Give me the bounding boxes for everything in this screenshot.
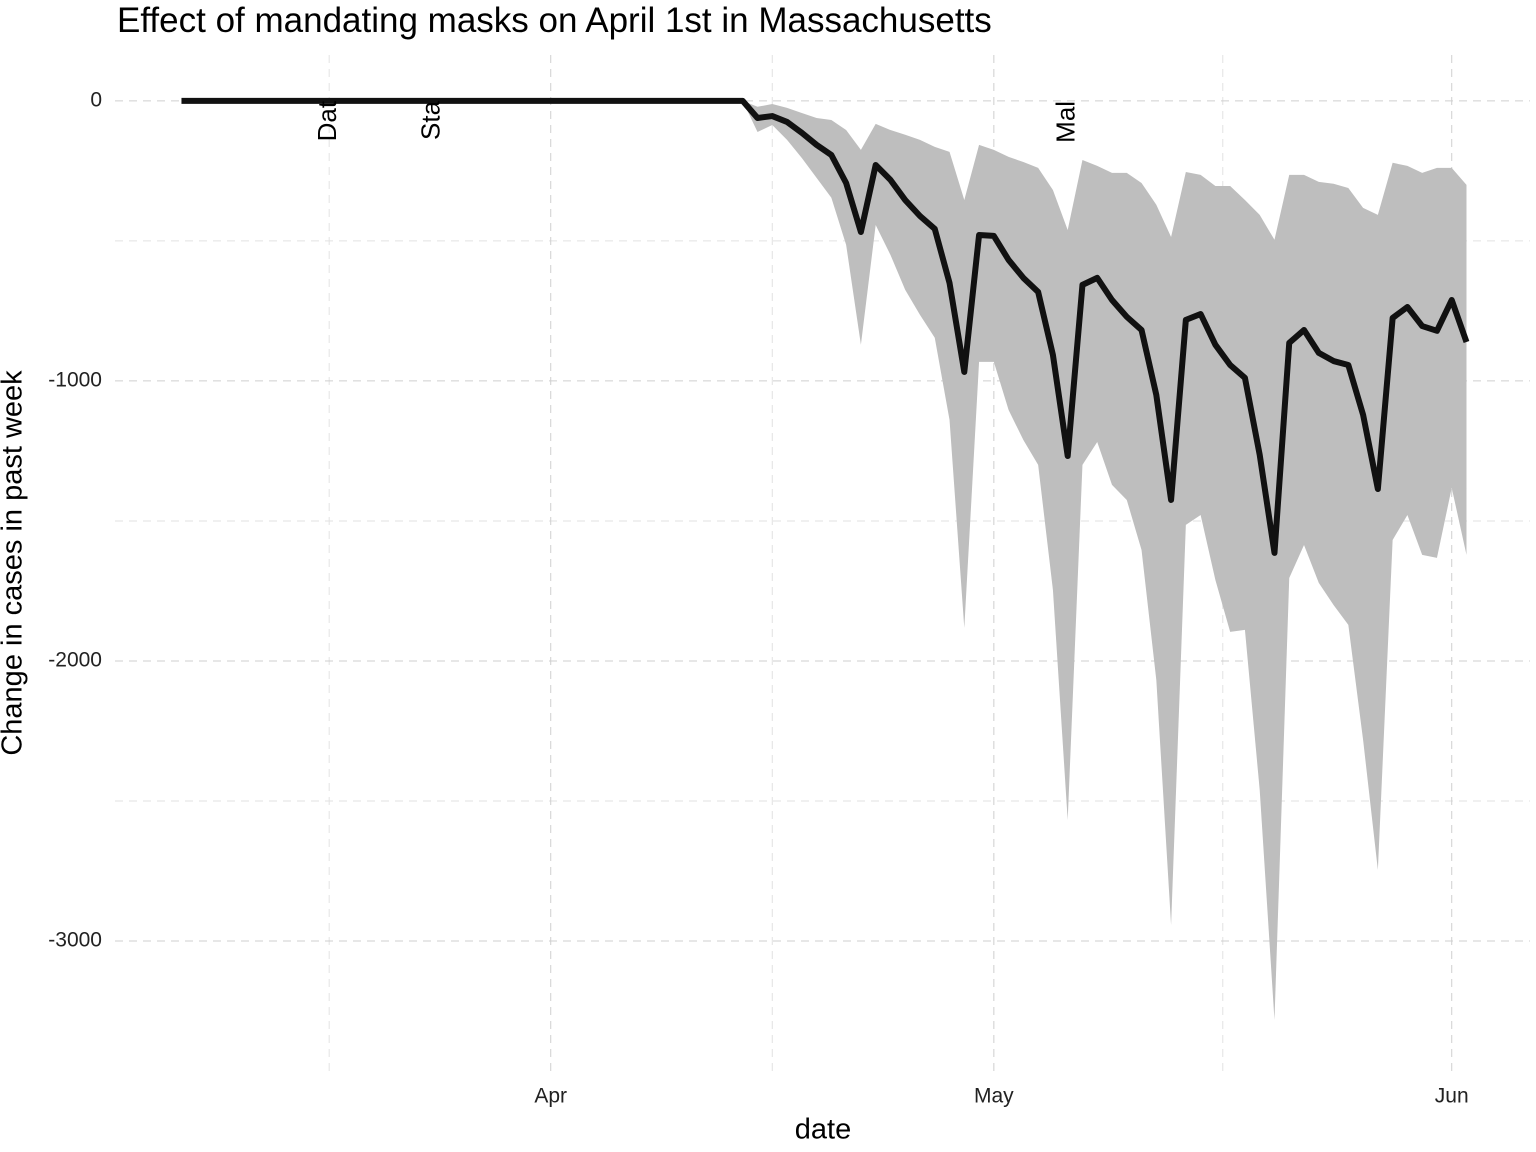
y-tick-label: 0 [90, 88, 102, 111]
y-tick-label: -2000 [48, 648, 102, 671]
line [181, 97, 1470, 556]
y-tick-label: -1000 [48, 368, 102, 391]
y-tick-label: -3000 [48, 929, 102, 952]
x-tick-label: May [974, 1085, 1014, 1108]
annotation: Dat [312, 100, 342, 141]
x-tick-label: Apr [534, 1085, 567, 1108]
annotation: Sta [415, 100, 445, 140]
x-tick-label: Jun [1435, 1085, 1469, 1108]
y-axis-label: Change in cases in past week [0, 370, 29, 756]
chart-title: Effect of mandating masks on April 1st i… [117, 1, 992, 40]
annotation: Mal [1051, 101, 1081, 143]
confidence-band [742, 100, 1467, 1020]
x-axis-label: date [795, 1114, 851, 1146]
